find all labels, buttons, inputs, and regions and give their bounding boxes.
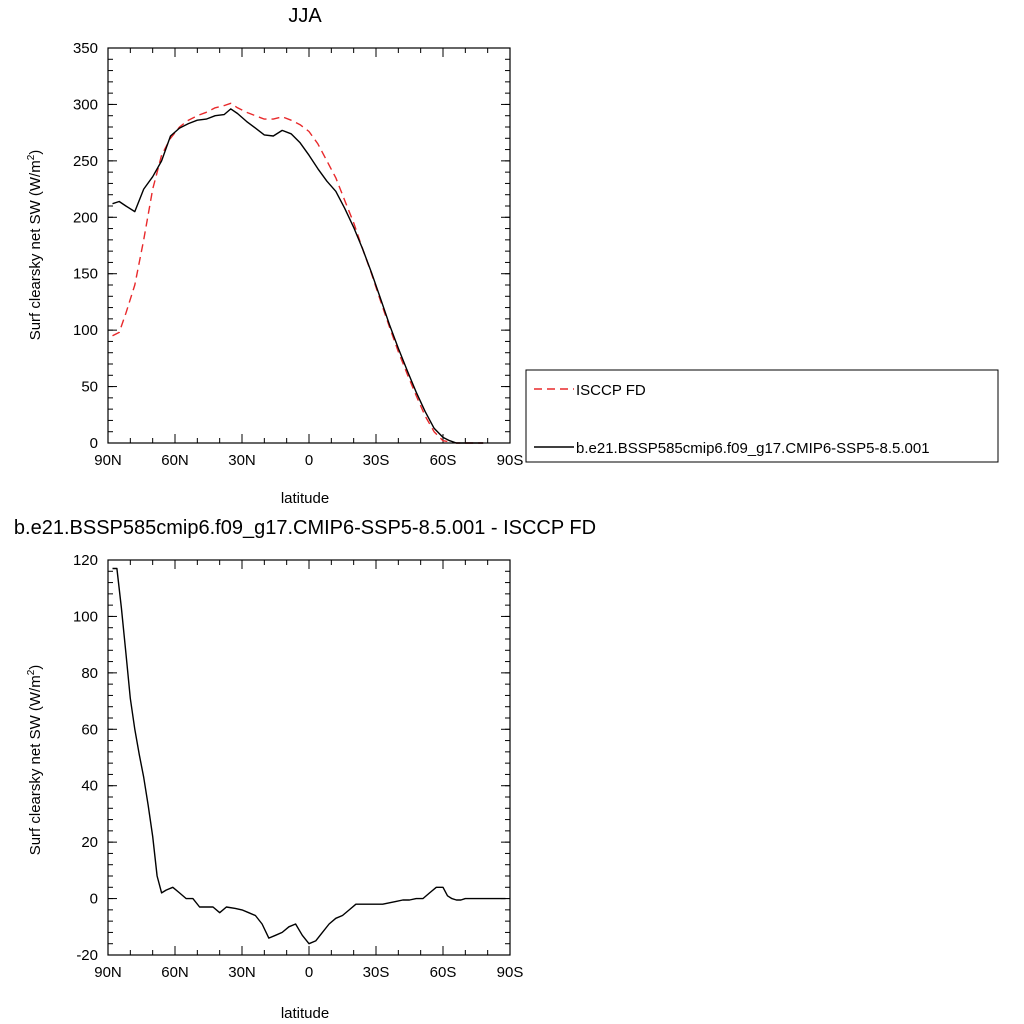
ylabel-superscript: 2 bbox=[26, 154, 37, 160]
x-tick-label: 60N bbox=[161, 452, 189, 469]
legend-frame bbox=[525, 369, 999, 463]
xlabel: latitude bbox=[281, 490, 329, 507]
ylabel-superscript: 2 bbox=[26, 669, 37, 675]
y-tick-label: 40 bbox=[81, 778, 98, 795]
ylabel: Surf clearsky net SW (W/m2) bbox=[26, 665, 44, 856]
x-tick-labels: 90N 60N 30N 0 30S 60S 90S bbox=[94, 452, 523, 469]
y-tick-label: -20 bbox=[76, 947, 98, 964]
y-tick-label: 300 bbox=[73, 96, 98, 113]
y-tick-label: 0 bbox=[90, 435, 98, 452]
x-tick-label: 60N bbox=[161, 964, 189, 981]
x-tick-label: 60S bbox=[430, 964, 457, 981]
x-tick-labels: 90N 60N 30N 0 30S 60S 90S bbox=[94, 964, 523, 981]
plot-frame bbox=[107, 47, 511, 444]
x-tick-label: 0 bbox=[305, 964, 313, 981]
chart-title: b.e21.BSSP585cmip6.f09_g17.CMIP6-SSP5-8.… bbox=[14, 517, 596, 539]
y-tick-labels: -20 0 20 40 60 80 100 120 bbox=[73, 552, 98, 964]
legend: ISCCP FD b.e21.BSSP585cmip6.f09_g17.CMIP… bbox=[525, 369, 999, 463]
y-tick-label: 150 bbox=[73, 266, 98, 283]
y-tick-label: 50 bbox=[81, 379, 98, 396]
y-tick-label: 100 bbox=[73, 608, 98, 625]
x-tick-label: 90N bbox=[94, 452, 122, 469]
legend-label-model: b.e21.BSSP585cmip6.f09_g17.CMIP6-SSP5-8.… bbox=[576, 440, 930, 457]
svg-text:Surf clearsky net SW (W/m2): Surf clearsky net SW (W/m2) bbox=[26, 150, 44, 341]
ylabel: Surf clearsky net SW (W/m2) bbox=[26, 150, 44, 341]
y-tick-label: 20 bbox=[81, 834, 98, 851]
x-tick-label: 30N bbox=[228, 452, 256, 469]
svg-text:Surf clearsky net SW (W/m2): Surf clearsky net SW (W/m2) bbox=[26, 665, 44, 856]
y-tick-label: 60 bbox=[81, 721, 98, 738]
series-line-1 bbox=[112, 108, 484, 444]
axis-ticks bbox=[107, 559, 511, 956]
y-tick-label: 120 bbox=[73, 552, 98, 569]
xlabel: latitude bbox=[281, 1005, 329, 1022]
ylabel-close: ) bbox=[27, 665, 44, 670]
axis-ticks bbox=[107, 47, 511, 444]
x-tick-label: 30N bbox=[228, 964, 256, 981]
bottom-line-chart: b.e21.BSSP585cmip6.f09_g17.CMIP6-SSP5-8.… bbox=[14, 517, 596, 1022]
ylabel-text: Surf clearsky net SW (W/m bbox=[27, 675, 44, 855]
y-tick-label: 0 bbox=[90, 891, 98, 908]
series-group bbox=[112, 102, 484, 444]
series-line-0 bbox=[112, 102, 484, 444]
y-tick-label: 350 bbox=[73, 40, 98, 57]
y-tick-labels: 0 50 100 150 200 250 300 350 bbox=[73, 40, 98, 452]
series-group bbox=[112, 567, 506, 945]
x-tick-label: 60S bbox=[430, 452, 457, 469]
x-tick-label: 90N bbox=[94, 964, 122, 981]
y-tick-label: 200 bbox=[73, 209, 98, 226]
x-tick-label: 0 bbox=[305, 452, 313, 469]
ylabel-text: Surf clearsky net SW (W/m bbox=[27, 160, 44, 340]
y-tick-label: 250 bbox=[73, 153, 98, 170]
ylabel-close: ) bbox=[27, 150, 44, 155]
x-tick-label: 30S bbox=[363, 452, 390, 469]
legend-label-isccp-fd: ISCCP FD bbox=[576, 382, 646, 399]
series-line-0 bbox=[112, 567, 506, 945]
x-tick-label: 90S bbox=[497, 964, 524, 981]
x-tick-label: 90S bbox=[497, 452, 524, 469]
x-tick-label: 30S bbox=[363, 964, 390, 981]
top-line-chart: JJA Surf clearsky net SW (W/m2) latitude… bbox=[26, 5, 999, 507]
plot-frame bbox=[107, 559, 511, 956]
chart-title: JJA bbox=[288, 5, 322, 27]
y-tick-label: 80 bbox=[81, 665, 98, 682]
y-tick-label: 100 bbox=[73, 322, 98, 339]
